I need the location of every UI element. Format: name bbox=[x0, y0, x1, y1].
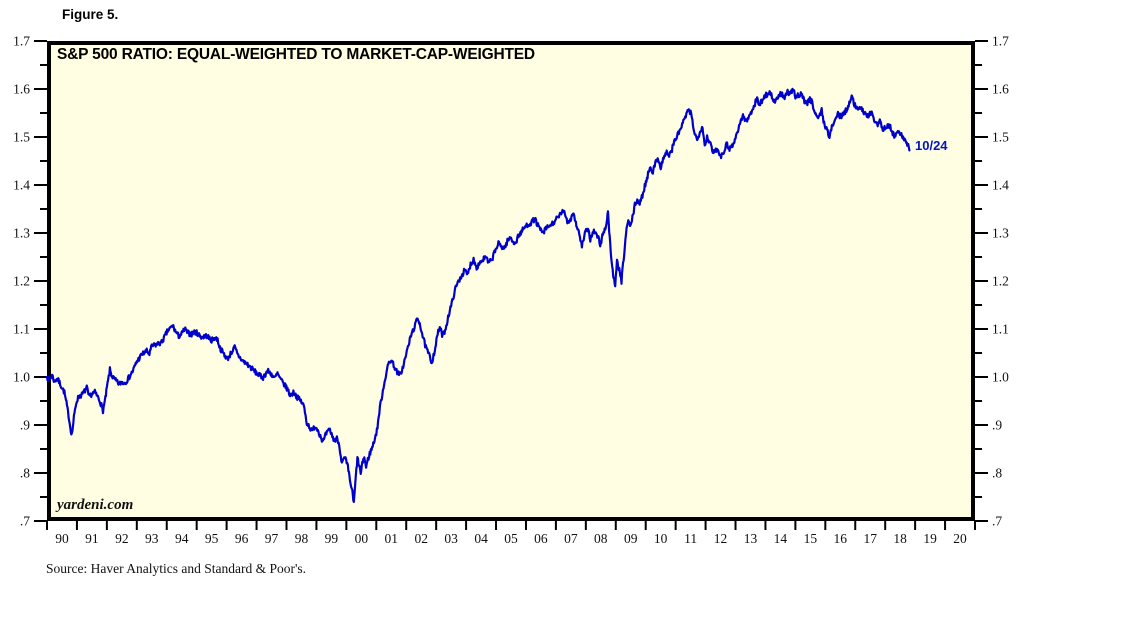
x-axis-label: 92 bbox=[115, 531, 129, 546]
x-axis-label: 94 bbox=[175, 531, 189, 546]
x-axis-label: 91 bbox=[85, 531, 99, 546]
x-axis-label: 18 bbox=[893, 531, 907, 546]
series-end-date-label: 10/24 bbox=[915, 138, 948, 153]
ratio-line bbox=[45, 87, 911, 503]
x-axis-label: 13 bbox=[744, 531, 758, 546]
y-axis-label-left: 1.2 bbox=[13, 274, 30, 289]
chart-title: S&P 500 RATIO: EQUAL-WEIGHTED TO MARKET-… bbox=[57, 46, 535, 63]
y-axis-label-left: .9 bbox=[20, 418, 30, 433]
x-axis-label: 90 bbox=[55, 531, 69, 546]
x-axis-label: 15 bbox=[804, 531, 818, 546]
y-axis-label-right: 1.4 bbox=[992, 178, 1009, 193]
x-axis-label: 08 bbox=[594, 531, 608, 546]
y-axis-label-left: 1.3 bbox=[13, 226, 30, 241]
x-axis-label: 03 bbox=[444, 531, 458, 546]
x-axis-label: 17 bbox=[863, 531, 877, 546]
y-axis-label-right: 1.6 bbox=[992, 82, 1009, 97]
x-axis-label: 06 bbox=[534, 531, 548, 546]
figure-label: Figure 5. bbox=[62, 7, 119, 22]
x-axis-label: 00 bbox=[355, 531, 369, 546]
y-axis-label-left: 1.7 bbox=[13, 34, 30, 49]
y-axis-label-right: 1.7 bbox=[992, 34, 1009, 49]
x-axis-label: 04 bbox=[474, 531, 488, 546]
x-axis-label: 10 bbox=[654, 531, 668, 546]
y-axis-label-left: .8 bbox=[20, 466, 30, 481]
x-axis-label: 16 bbox=[834, 531, 848, 546]
x-axis-label: 02 bbox=[414, 531, 428, 546]
y-axis-label-right: 1.1 bbox=[992, 322, 1009, 337]
y-axis-label-left: 1.1 bbox=[13, 322, 30, 337]
y-axis-label-left: 1.4 bbox=[13, 178, 30, 193]
x-axis-label: 93 bbox=[145, 531, 159, 546]
x-axis-label: 01 bbox=[385, 531, 399, 546]
watermark-yardeni: yardeni.com bbox=[57, 497, 134, 513]
x-axis-label: 95 bbox=[205, 531, 219, 546]
x-axis-label: 05 bbox=[504, 531, 518, 546]
x-axis-label: 99 bbox=[325, 531, 339, 546]
x-axis-label: 12 bbox=[714, 531, 728, 546]
y-axis-label-left: 1.0 bbox=[13, 370, 30, 385]
y-axis-label-right: .7 bbox=[992, 514, 1002, 529]
y-axis-label-right: 1.5 bbox=[992, 130, 1009, 145]
x-axis-label: 11 bbox=[684, 531, 697, 546]
y-axis-label-right: 1.3 bbox=[992, 226, 1009, 241]
x-axis-label: 20 bbox=[953, 531, 967, 546]
y-axis-label-right: 1.0 bbox=[992, 370, 1009, 385]
plot-frame bbox=[47, 41, 975, 521]
x-axis-label: 96 bbox=[235, 531, 249, 546]
y-axis-label-right: .9 bbox=[992, 418, 1002, 433]
x-axis-label: 98 bbox=[295, 531, 309, 546]
x-axis-label: 97 bbox=[265, 531, 279, 546]
x-axis-label: 14 bbox=[774, 531, 788, 546]
y-axis-label-left: 1.5 bbox=[13, 130, 30, 145]
y-axis-label-left: 1.6 bbox=[13, 82, 30, 97]
x-axis-label: 09 bbox=[624, 531, 638, 546]
x-axis-label: 07 bbox=[564, 531, 578, 546]
y-axis-label-right: .8 bbox=[992, 466, 1002, 481]
source-note: Source: Haver Analytics and Standard & P… bbox=[46, 561, 307, 576]
y-axis-label-right: 1.2 bbox=[992, 274, 1009, 289]
x-axis-label: 19 bbox=[923, 531, 937, 546]
y-axis-label-left: .7 bbox=[20, 514, 30, 529]
